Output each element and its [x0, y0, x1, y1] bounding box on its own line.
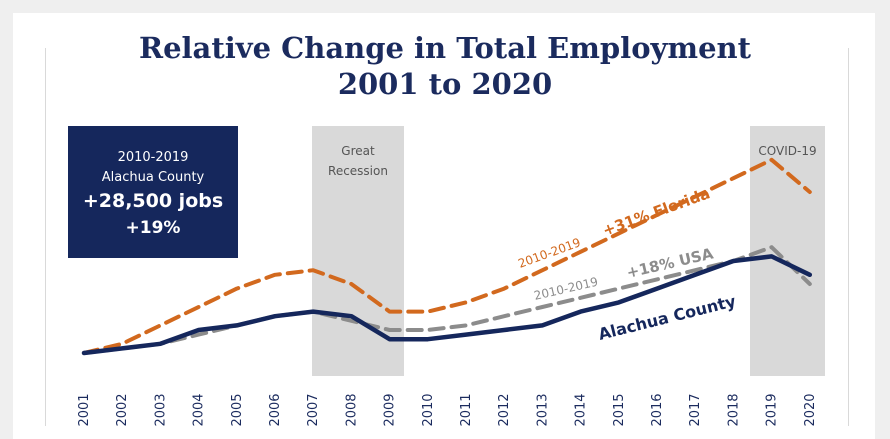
x-tick-label: 2019: [765, 393, 780, 426]
x-tick-label: 2011: [459, 393, 474, 426]
panel-left-rule: [45, 48, 46, 426]
callout-jobs: +28,500 jobs: [82, 190, 224, 212]
county-annotation-label: Alachua County: [596, 291, 738, 344]
callout-box: 2010-2019 Alachua County +28,500 jobs +1…: [68, 126, 238, 258]
florida-annotation-period: 2010-2019: [516, 235, 582, 271]
x-tick-label: 2006: [268, 393, 283, 426]
x-tick-label: 2004: [192, 393, 207, 426]
x-tick-label: 2005: [230, 393, 245, 426]
x-tick-label: 2010: [421, 393, 436, 426]
x-tick-label: 2017: [688, 393, 703, 426]
x-tick-label: 2015: [612, 393, 627, 426]
usa-annotation-period: 2010-2019: [533, 275, 600, 303]
panel-right-rule: [848, 48, 849, 426]
x-tick-label: 2016: [650, 393, 665, 426]
florida-annotation-label: +31% Florida: [600, 184, 712, 239]
x-tick-label: 2007: [306, 393, 321, 426]
chart-subtitle: 2001 to 2020: [337, 67, 553, 101]
x-tick-label: 2012: [497, 393, 512, 426]
x-tick-label: 2002: [115, 393, 130, 426]
chart-title: Relative Change in Total Employment: [138, 31, 752, 65]
great-recession-label: Recession: [328, 164, 388, 178]
x-tick-label: 2014: [574, 393, 589, 426]
series-line-alachua-county: [81, 254, 813, 356]
x-tick-label: 2008: [344, 393, 359, 426]
x-tick-label: 2018: [726, 393, 741, 426]
callout-area: Alachua County: [101, 170, 205, 185]
x-tick-label: 2009: [383, 393, 398, 426]
great-recession-band: [312, 126, 404, 376]
x-tick-label: 2013: [535, 393, 550, 426]
series-line-usa: [82, 245, 812, 355]
series-line-florida: [82, 157, 812, 355]
covid-label: COVID-19: [758, 144, 816, 158]
x-tick-label: 2020: [803, 393, 818, 426]
x-tick-label: 2003: [153, 393, 168, 426]
x-tick-label: 2001: [77, 393, 92, 426]
callout-period: 2010-2019: [117, 150, 189, 165]
callout-percent: +19%: [125, 218, 181, 238]
great-recession-label: Great: [341, 144, 375, 158]
